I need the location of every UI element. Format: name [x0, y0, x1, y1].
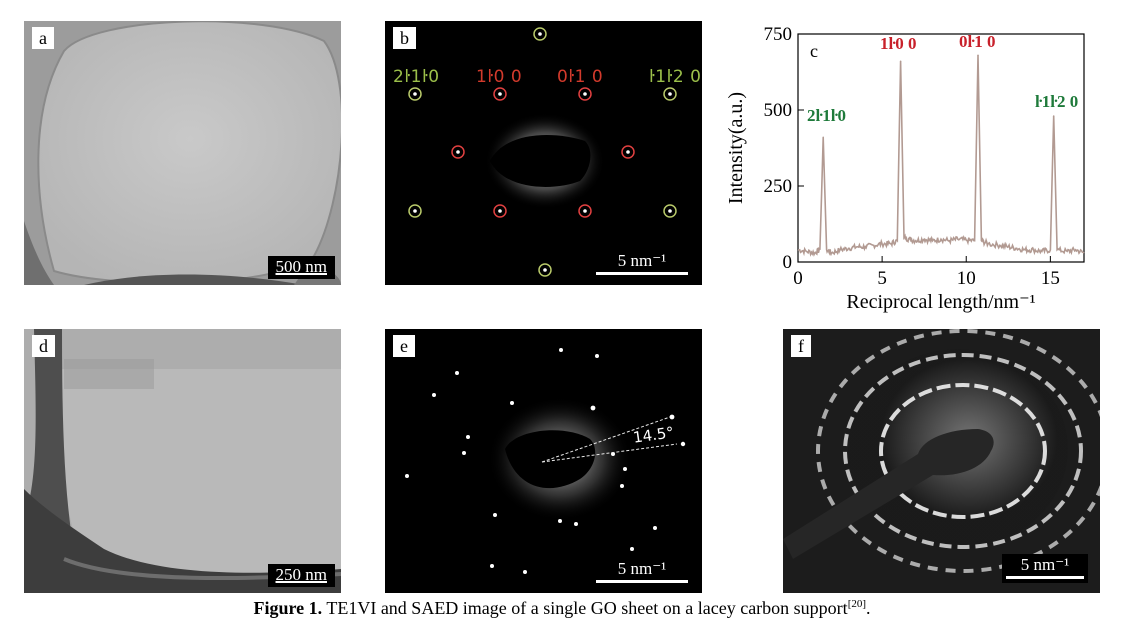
- panel-c-label: c: [810, 41, 818, 61]
- y-axis-label: Intensity(a.u.): [725, 92, 747, 204]
- saed-spots-e: [405, 348, 686, 574]
- angle-lines-e: [541, 416, 678, 463]
- peak-point-3: [977, 54, 979, 57]
- chart-axes: 0 5 10 15 0 250 500 750 Reciprocal length/nm⁻¹ In…: [725, 24, 1085, 313]
- x-tick-label: 15: [1041, 268, 1060, 289]
- peak-label-2: 1ŀ0 0: [880, 34, 917, 53]
- spot-index-b-1: 2ŀ1ŀ0: [393, 67, 440, 87]
- spot-index-b-2: 1ŀ0 0: [476, 67, 523, 87]
- panel-f-label: f: [791, 335, 811, 357]
- saed-spots-b: [408, 27, 677, 277]
- panel-b-saed-pattern: b 2ŀ1ŀ0 1ŀ0 0 0ŀ1 0 ŀ1ŀ2 0 5 nm⁻¹: [385, 21, 702, 285]
- scale-bar-f: 5 nm⁻¹: [1002, 554, 1088, 583]
- scale-bar-a: 500 nm: [267, 256, 335, 279]
- y-tick-label: 750: [764, 24, 793, 45]
- panel-a-label: a: [32, 27, 54, 49]
- y-tick-label: 500: [764, 100, 793, 121]
- plot-frame: [797, 33, 1085, 263]
- panel-e-saed-pattern: e 14.5° 5 nm⁻¹: [385, 329, 702, 593]
- saed-pattern-e: [405, 348, 686, 574]
- panel-e-label: e: [393, 335, 415, 357]
- panel-d-label: d: [32, 335, 55, 357]
- panel-a-tem-image: a 500 nm: [24, 21, 341, 285]
- panel-d-tem-image: d 250 nm: [24, 329, 341, 593]
- saed-pattern-b: [408, 27, 677, 277]
- x-tick-label: 5: [877, 268, 887, 289]
- scale-bar-e-text: 5 nm⁻¹: [617, 559, 667, 578]
- spot-index-b-4: ŀ1ŀ2 0: [649, 67, 702, 87]
- caption-figure-number: Figure 1.: [253, 598, 323, 618]
- caption-end: .: [866, 598, 871, 618]
- scale-bar-e: 5 nm⁻¹: [596, 560, 688, 583]
- panel-c-intensity-chart: 0 5 10 15 0 250 500 750 Reciprocal length/nm⁻¹ In…: [722, 18, 1102, 318]
- peak-point-4: [1052, 115, 1055, 117]
- ring-pattern-f: [783, 329, 1100, 593]
- caption-reference: [20]: [847, 598, 867, 610]
- scale-bar-b: 5 nm⁻¹: [596, 252, 688, 275]
- caption-text: TE1VI and SAED image of a single GO shee…: [322, 598, 848, 618]
- peak-label-3: 0ŀ1 0: [959, 32, 996, 51]
- tem-image-d: [24, 329, 341, 593]
- panel-f-ring-pattern: f 5 nm⁻¹: [783, 329, 1100, 593]
- y-tick-label: 0: [783, 252, 793, 273]
- peak-label-1: 2ŀ1ŀ0: [807, 106, 846, 125]
- spot-index-b-3: 0ŀ1 0: [557, 67, 604, 87]
- intensity-line: [797, 55, 1085, 257]
- x-tick-label: 10: [957, 268, 976, 289]
- scale-bar-d: 250 nm: [267, 564, 335, 587]
- intensity-chart: 0 5 10 15 0 250 500 750 Reciprocal length/nm⁻¹ In…: [725, 24, 1085, 313]
- panel-b-label: b: [393, 27, 416, 49]
- y-tick-label: 250: [764, 176, 793, 197]
- x-tick-label: 0: [793, 268, 803, 289]
- scale-bar-b-line: [596, 272, 688, 275]
- x-axis-label: Reciprocal length/nm⁻¹: [846, 291, 1035, 313]
- tem-image-a: [24, 21, 341, 285]
- scale-bar-a-text: 500 nm: [275, 257, 327, 276]
- scale-bar-d-text: 250 nm: [275, 565, 327, 584]
- figure-caption: Figure 1. TE1VI and SAED image of a sing…: [0, 598, 1124, 619]
- peak-point-1: [822, 136, 825, 139]
- scale-bar-b-text: 5 nm⁻¹: [617, 251, 667, 270]
- scale-bar-e-line: [596, 580, 688, 583]
- chart-plot: [797, 54, 1085, 257]
- peak-label-4: ŀ1ŀ2 0: [1035, 92, 1079, 111]
- scale-bar-f-text: 5 nm⁻¹: [1020, 555, 1070, 574]
- peak-point-2: [899, 60, 902, 63]
- scale-bar-f-line: [1006, 576, 1084, 579]
